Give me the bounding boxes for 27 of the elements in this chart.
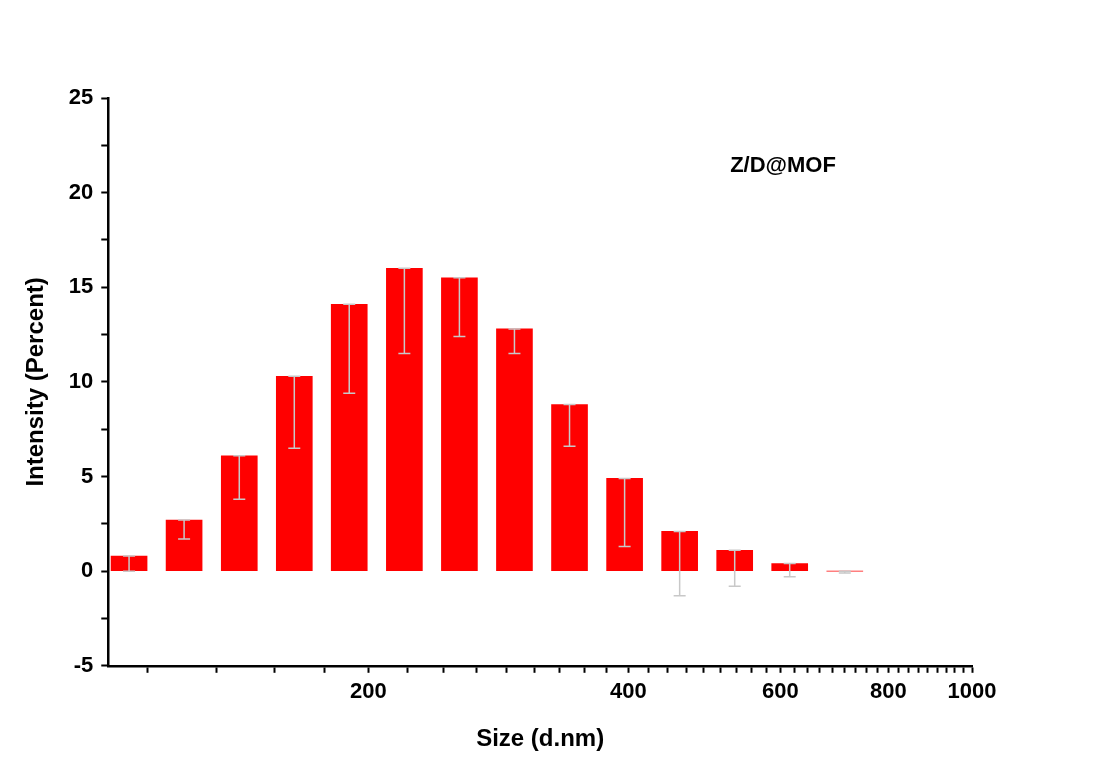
x-tick-label: 1000 [947, 678, 997, 704]
y-tick-label: 25 [68, 84, 94, 110]
x-axis-title: Size (d.nm) [476, 724, 605, 752]
bar [220, 455, 258, 571]
bar [275, 375, 313, 571]
bar [441, 277, 478, 571]
bar [386, 268, 423, 571]
x-tick-label: 200 [349, 678, 387, 704]
annotation: Z/D@MOF [730, 152, 836, 178]
y-tick-label: 20 [68, 178, 94, 204]
y-axis-title: Intensity (Percent) [21, 277, 49, 487]
bar [330, 303, 368, 571]
bar [606, 478, 643, 571]
bar [716, 550, 754, 571]
y-tick-label: -5 [73, 651, 94, 677]
bar [165, 519, 203, 571]
bar [496, 328, 533, 571]
bar [661, 531, 698, 571]
bar [771, 563, 809, 571]
y-tick-label: 0 [81, 557, 94, 583]
bar [551, 404, 588, 571]
y-tick-label: 5 [81, 462, 94, 488]
y-tick-label: 15 [68, 273, 94, 299]
x-tick-label: 600 [762, 678, 799, 704]
x-tick-label: 800 [869, 678, 907, 704]
x-tick-label: 400 [609, 678, 647, 704]
y-tick-label: 10 [68, 367, 94, 393]
